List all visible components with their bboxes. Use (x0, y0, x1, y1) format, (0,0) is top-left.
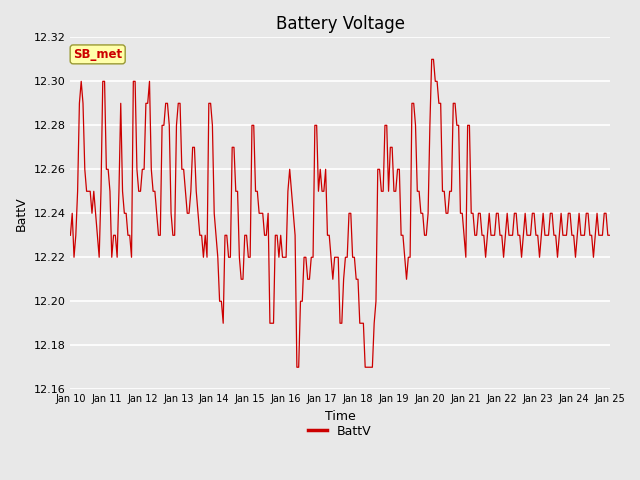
Legend: BattV: BattV (303, 420, 377, 443)
Title: Battery Voltage: Battery Voltage (276, 15, 404, 33)
X-axis label: Time: Time (324, 409, 355, 422)
Text: SB_met: SB_met (73, 48, 122, 61)
Y-axis label: BattV: BattV (15, 196, 28, 230)
